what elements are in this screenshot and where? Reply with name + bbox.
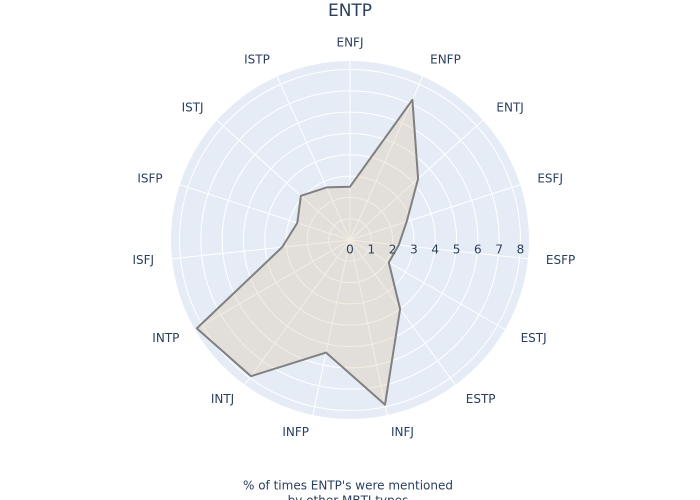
angular-grid-line (179, 184, 351, 241)
chart-title: ENTP (328, 1, 372, 21)
angular-grid-line (194, 239, 351, 330)
angular-grid-line (349, 239, 529, 260)
annotation: % of times ENTP's were mentioned (243, 479, 453, 493)
angular-grid-line (349, 184, 521, 241)
angular-grid-line (349, 239, 456, 386)
angular-grid-line (276, 76, 351, 241)
angular-grid-line (171, 239, 351, 260)
radial-tick-label: 4 (431, 243, 439, 257)
radial-tick-label: 8 (517, 243, 525, 257)
angular-grid-line (349, 239, 388, 416)
angular-tick-label: INFJ (391, 425, 414, 439)
radial-tick-label: 1 (367, 243, 375, 257)
angular-tick-label: ESFP (546, 253, 575, 267)
angular-tick-label: INTJ (211, 392, 234, 406)
angular-grid-line (312, 239, 351, 416)
angular-tick-label: ISFJ (132, 253, 154, 267)
angular-tick-label: ENTJ (496, 101, 523, 115)
angular-grid-line (349, 119, 484, 241)
angular-grid-line (216, 119, 351, 241)
radial-tick-label: 5 (453, 243, 461, 257)
angular-tick-label: ENFP (430, 53, 461, 67)
radial-tick-label: 7 (495, 243, 503, 257)
angular-tick-label: INTP (152, 331, 179, 345)
angular-grid-line (349, 239, 506, 330)
angular-tick-label: ISTJ (182, 101, 204, 115)
angular-tick-label: ESTJ (521, 331, 547, 345)
radial-tick-label: 2 (389, 243, 397, 257)
angular-tick-label: ENFJ (337, 36, 364, 50)
radial-tick-label: 0 (346, 243, 354, 257)
radial-tick-label: 3 (410, 243, 418, 257)
angular-tick-label: ESFJ (537, 172, 563, 186)
angular-tick-label: INFP (282, 425, 309, 439)
angular-tick-label: ISTP (244, 53, 270, 67)
angular-grid-line (244, 239, 351, 386)
annotation: by other MBTI types (288, 494, 409, 500)
radial-tick-label: 6 (474, 243, 482, 257)
angular-tick-label: ISFP (137, 172, 162, 186)
radar-area (195, 98, 420, 406)
angular-tick-label: ESTP (466, 392, 496, 406)
